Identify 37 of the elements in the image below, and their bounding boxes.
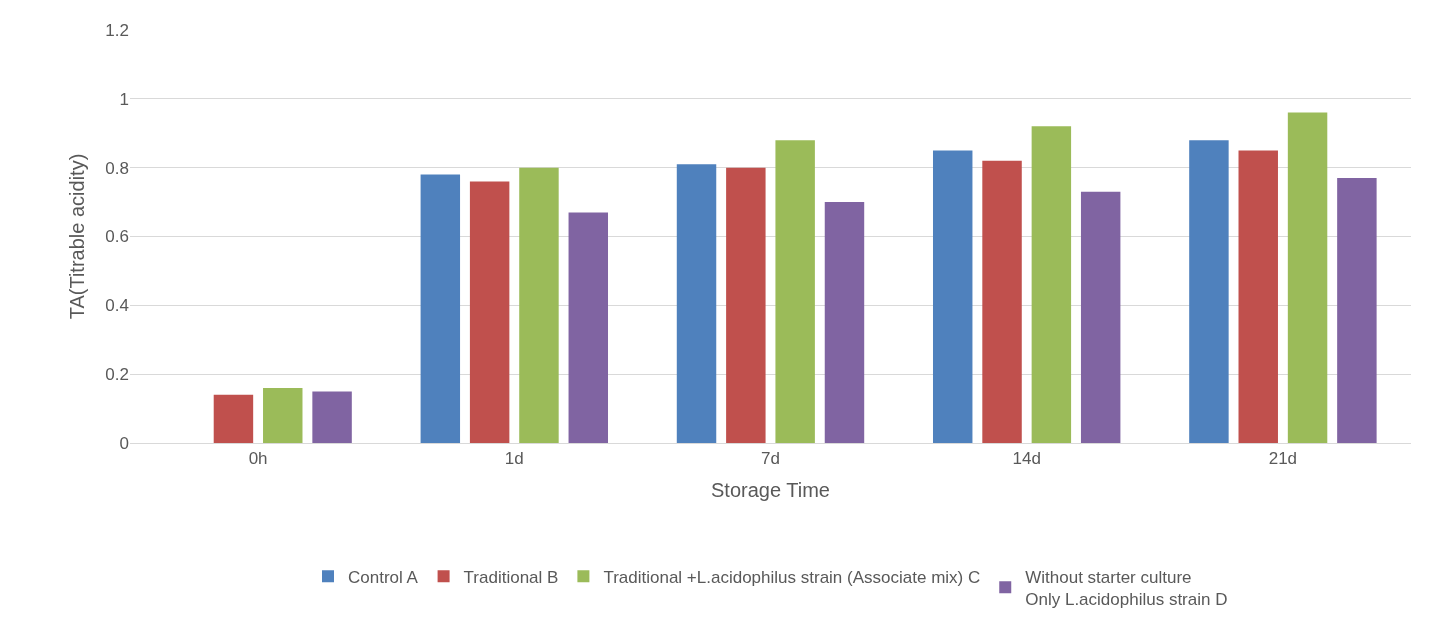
bar	[1031, 126, 1072, 443]
y-tick-label: 1	[119, 89, 129, 109]
legend-label: Control A	[348, 567, 419, 587]
bar	[1189, 140, 1229, 443]
y-tick-label: 0.6	[105, 227, 129, 247]
y-tick-label: 1.2	[105, 20, 129, 40]
bar	[824, 202, 865, 443]
bar	[1238, 150, 1278, 443]
bar	[519, 167, 559, 443]
bar	[469, 181, 510, 443]
bar	[263, 387, 303, 443]
x-tick-label: 14d	[1012, 449, 1041, 469]
bar	[676, 164, 717, 443]
x-tick-label: 1d	[504, 449, 524, 469]
y-tick-label: 0.8	[105, 158, 129, 178]
bar	[1287, 112, 1328, 443]
bar	[1080, 191, 1121, 443]
y-axis-title: TA(Titrable acidity)	[65, 153, 88, 320]
legend-label: Without starter culture Only L.acidophilus strain D	[1025, 567, 1228, 609]
bar	[213, 394, 254, 443]
y-tick-label: 0.4	[105, 296, 129, 316]
x-tick-label: 0h	[248, 449, 268, 469]
x-tick-label: 21d	[1268, 449, 1298, 469]
bar	[420, 174, 461, 443]
bar	[568, 212, 609, 443]
bar	[982, 160, 1022, 443]
x-axis-title: Storage Time	[711, 478, 830, 501]
bar	[726, 167, 766, 443]
y-tick-label: 0	[119, 433, 129, 453]
bar	[932, 150, 973, 443]
bar	[1337, 177, 1377, 443]
x-tick-label: 7d	[761, 449, 780, 469]
legend-label: Traditional +L.acidophilus strain (Associate mix) C	[603, 567, 981, 587]
bar	[312, 391, 352, 443]
legend-label: Traditional B	[463, 567, 559, 587]
bar	[775, 140, 815, 443]
y-tick-label: 0.2	[105, 365, 129, 385]
